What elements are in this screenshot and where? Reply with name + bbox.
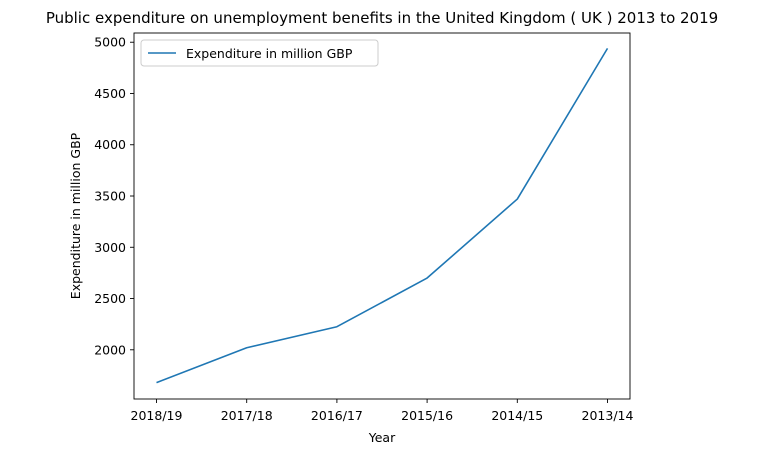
x-tick-label: 2013/14 <box>582 408 634 423</box>
y-tick-label: 4000 <box>94 137 126 152</box>
x-tick-label: 2018/19 <box>131 408 183 423</box>
y-tick-label: 3000 <box>94 240 126 255</box>
legend-frame <box>140 39 379 67</box>
legend: Expenditure in million GBP <box>140 39 379 67</box>
series-layer <box>156 47 609 384</box>
y-tick-label: 5000 <box>94 35 126 50</box>
y-tick-label: 2000 <box>94 342 126 357</box>
x-tick-label: 2015/16 <box>401 408 453 423</box>
series-line <box>156 47 609 384</box>
x-axis: 2018/19 2017/18 2016/17 2015/16 2014/15 2013/… <box>131 399 634 423</box>
y-axis: 2000 2500 3000 3500 4000 4500 5000 <box>94 35 134 357</box>
x-tick-label: 2017/18 <box>221 408 273 423</box>
plot-area <box>133 32 631 400</box>
chart-title: Public expenditure on unemployment benef… <box>46 9 718 27</box>
y-tick-label: 4500 <box>94 86 126 101</box>
y-axis-label: Expenditure in million GBP <box>68 132 83 299</box>
y-tick-label: 3500 <box>94 189 126 204</box>
x-axis-label: Year <box>368 430 396 445</box>
x-tick-label: 2014/15 <box>491 408 543 423</box>
y-tick-label: 2500 <box>94 291 126 306</box>
x-tick-label: 2016/17 <box>311 408 363 423</box>
legend-label: Expenditure in million GBP <box>186 46 353 61</box>
